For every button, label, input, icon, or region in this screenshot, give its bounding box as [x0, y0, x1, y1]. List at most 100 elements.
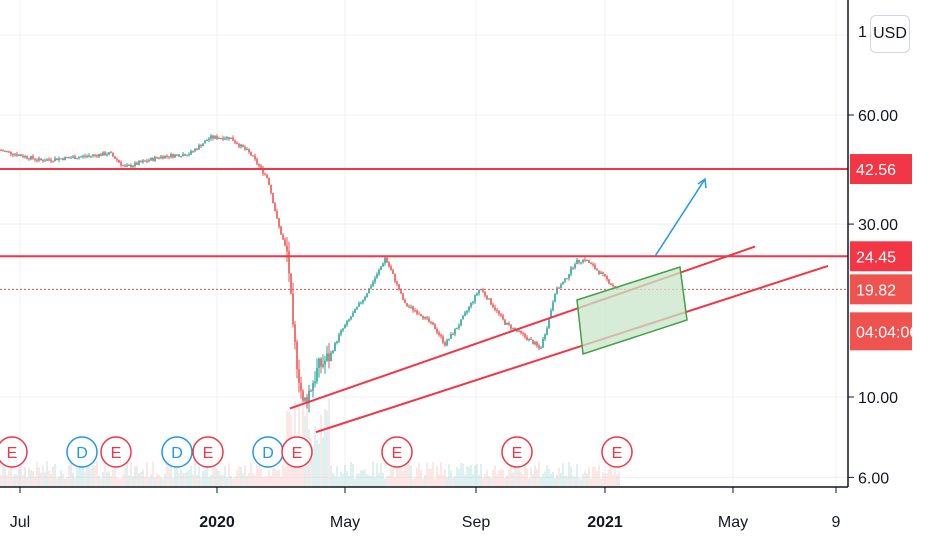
volume-bar [28, 467, 30, 487]
candle-body [440, 335, 442, 337]
candle-body [22, 156, 24, 158]
candle-body [608, 279, 610, 284]
candle-body [586, 260, 588, 262]
volume-bar [384, 478, 386, 487]
candle-body [278, 218, 280, 227]
candle-body [132, 165, 134, 168]
candle-body [472, 301, 474, 303]
candle-body [326, 353, 328, 361]
volume-bar [22, 474, 24, 487]
candle-body [366, 293, 368, 298]
candle-body [106, 154, 108, 156]
volume-bar [50, 474, 52, 487]
candle-body [40, 158, 42, 160]
candle-body [374, 278, 376, 282]
volume-bar [64, 478, 66, 487]
volume-bar [20, 462, 22, 487]
y-tick-label: 1 [858, 24, 867, 41]
candle-body [76, 158, 78, 160]
volume-bar [382, 473, 384, 487]
candle-body [354, 308, 356, 313]
candle-body [554, 293, 556, 303]
candle-body [214, 136, 216, 139]
volume-bar [460, 462, 462, 487]
candle-body [142, 160, 144, 163]
candle-body [8, 151, 10, 153]
volume-bar [452, 477, 454, 487]
candle-body [270, 184, 272, 194]
volume-bar [466, 466, 468, 487]
volume-bar [388, 475, 390, 487]
candle-body [452, 334, 454, 336]
candle-body [252, 155, 254, 157]
volume-bar [364, 469, 366, 487]
volume-bar [82, 466, 84, 487]
candle-body [196, 149, 198, 151]
candle-body [408, 306, 410, 308]
volume-bar [394, 476, 396, 487]
volume-bar [250, 462, 252, 487]
candle-body [606, 276, 608, 280]
candle-body [300, 383, 302, 391]
candle-body [508, 322, 510, 325]
volume-bar [524, 462, 526, 487]
candle-body [406, 302, 408, 307]
horizontal-line-tag-label: 42.56 [856, 162, 896, 179]
candle-body [522, 332, 524, 335]
candle-body [572, 267, 574, 269]
candle-body [72, 156, 74, 158]
volume-bar [530, 467, 532, 487]
candle-body [240, 144, 242, 147]
candle-body [476, 293, 478, 296]
time-axis[interactable]: Jul 2020 May Sep 2021 May 9 [0, 486, 848, 531]
volume-bar [560, 472, 562, 487]
candle-body [514, 327, 516, 330]
volume-bar [350, 462, 352, 487]
volume-bar [92, 464, 94, 487]
volume-bar [540, 477, 542, 487]
candle-body [126, 165, 128, 167]
candle-body [482, 289, 484, 292]
candle-body [520, 330, 522, 333]
candle-body [350, 316, 352, 320]
y-tick-label: 60.00 [858, 108, 898, 125]
candle-body [12, 154, 14, 156]
price-axis[interactable]: 60.00 30.00 10.00 6.00 1 [847, 0, 898, 487]
volume-bar [122, 474, 124, 487]
candle-body [272, 193, 274, 204]
candle-body [592, 263, 594, 266]
candle-body [50, 159, 52, 161]
x-tick-label: May [330, 514, 360, 531]
candle-body [248, 149, 250, 152]
volume-bar [270, 475, 272, 487]
candle-body [308, 390, 310, 404]
volume-bar [442, 475, 444, 487]
y-tick-label: 6.00 [858, 470, 889, 487]
candle-body [112, 152, 114, 157]
candle-body [342, 328, 344, 331]
volume-bar [108, 471, 110, 487]
candle-body [114, 156, 116, 159]
volume-bar [252, 473, 254, 487]
volume-bar [416, 467, 418, 487]
volume-bar [590, 478, 592, 487]
volume-bar [226, 477, 228, 487]
candle-body [574, 264, 576, 268]
candle-body [434, 324, 436, 330]
currency-button[interactable]: USD [870, 15, 910, 53]
volume-bar [448, 464, 450, 487]
candle-body [102, 152, 104, 156]
candle-body [438, 332, 440, 336]
volume-bar [582, 474, 584, 487]
candle-body [448, 338, 450, 340]
volume-bar [52, 466, 54, 487]
candle-body [208, 138, 210, 141]
volume-bar [166, 463, 168, 487]
candle-body [412, 306, 414, 311]
volume-bar [100, 478, 102, 487]
volume-bar [256, 464, 258, 487]
candle-body [124, 165, 126, 167]
channel-upper-line [289, 245, 756, 410]
candle-body [542, 338, 544, 348]
